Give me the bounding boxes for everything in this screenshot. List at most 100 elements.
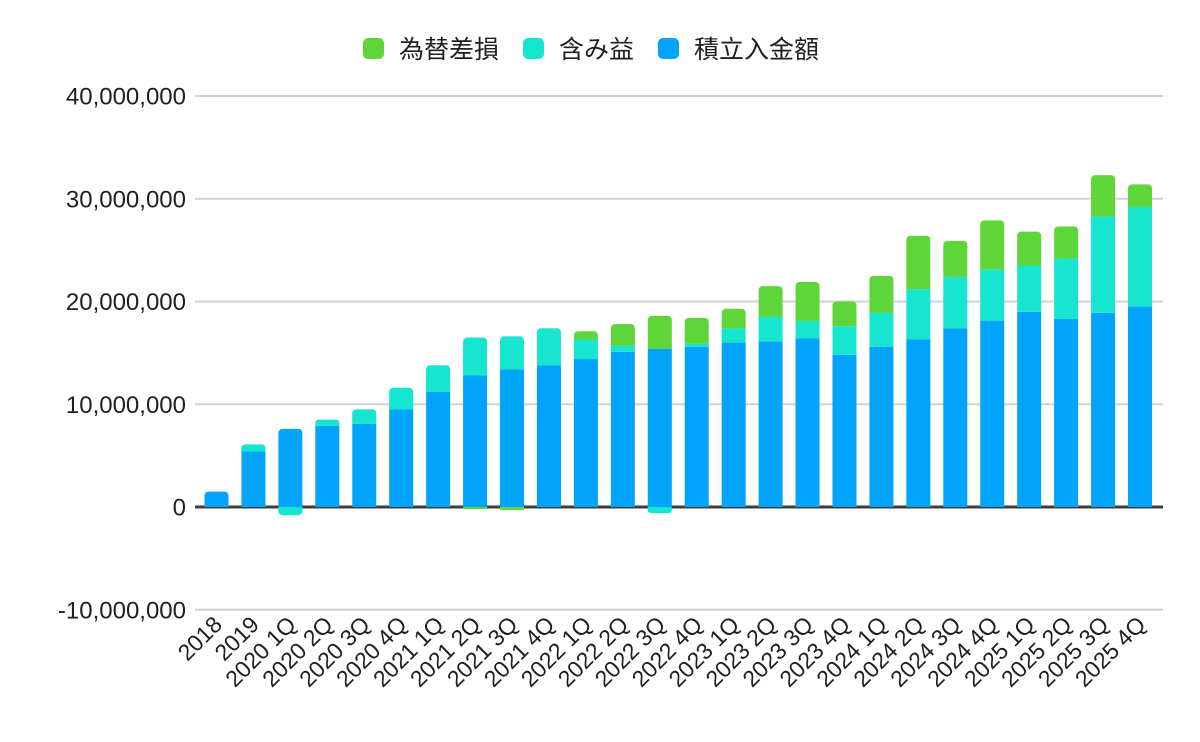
bar-segment xyxy=(1054,226,1079,259)
bar-segment-patch xyxy=(426,387,451,392)
bar-segment xyxy=(980,321,1005,507)
bar-segment-patch xyxy=(278,507,303,511)
bar-segment xyxy=(463,375,488,507)
y-axis-label: 40,000,000 xyxy=(66,84,186,111)
bar-segment-patch xyxy=(1128,202,1152,207)
legend-item-deposit-amount: 積立入金額 xyxy=(658,30,819,66)
bar-segment xyxy=(721,342,746,507)
bar-segment-patch xyxy=(795,317,820,322)
bar-segment xyxy=(869,312,894,347)
bar-segment xyxy=(832,326,857,355)
bar-segment xyxy=(1128,184,1152,207)
bar-segment-patch xyxy=(906,285,931,290)
bar-segment-patch xyxy=(352,419,377,424)
bar-segment xyxy=(795,338,820,507)
bar-segment xyxy=(610,345,635,352)
bar-segment xyxy=(684,317,709,344)
bar-segment xyxy=(389,409,414,507)
bar-segment-patch xyxy=(389,405,414,410)
bar-segment-patch xyxy=(500,365,525,370)
legend-item-fx-loss: 為替差損 xyxy=(363,30,499,66)
bar-segment xyxy=(684,343,709,347)
bar-segment xyxy=(278,428,303,507)
y-axis-label: 10,000,000 xyxy=(66,392,186,419)
y-axis-label: -10,000,000 xyxy=(58,597,186,624)
bar-segment-patch xyxy=(204,503,229,507)
bar-segment xyxy=(980,269,1005,322)
bar-segment xyxy=(500,336,525,370)
bar-segment xyxy=(1054,258,1079,319)
bar-segment xyxy=(980,220,1005,270)
bar-segment xyxy=(832,301,857,327)
bar-segment xyxy=(241,451,266,507)
bar-segment-patch xyxy=(684,339,709,344)
bar-segment-patch xyxy=(758,312,783,317)
bar-segment xyxy=(758,316,783,342)
bar-segment xyxy=(869,346,894,507)
bar-segment xyxy=(906,339,931,507)
legend-label-unrealized-gain: 含み益 xyxy=(559,36,635,64)
bar-segment xyxy=(315,425,340,507)
bar-segment xyxy=(536,365,561,507)
bar-segment-patch xyxy=(610,341,635,346)
bar-segment xyxy=(536,328,561,366)
legend-item-unrealized-gain: 含み益 xyxy=(523,30,634,66)
y-axis-label: 0 xyxy=(173,495,186,522)
bar-segment xyxy=(869,275,894,313)
bar-segment xyxy=(573,339,598,360)
bar-segment-patch xyxy=(573,335,598,340)
bar-segment xyxy=(1128,206,1152,307)
bar-segment xyxy=(647,315,672,349)
bar-segment xyxy=(684,346,709,507)
legend-swatch-fx-loss-icon xyxy=(363,37,384,59)
bar-segment xyxy=(352,423,377,507)
bar-segment xyxy=(426,391,451,507)
bar-segment xyxy=(1091,216,1116,313)
bar-segment-patch xyxy=(869,308,894,313)
bar-segment xyxy=(647,348,672,507)
bar-segment xyxy=(721,308,746,329)
bar-segment xyxy=(1128,306,1152,507)
bar-segment xyxy=(573,359,598,507)
legend-swatch-deposit-amount-icon xyxy=(658,37,680,59)
bar-segment xyxy=(463,337,488,376)
bar-segment xyxy=(610,324,635,346)
bar-segment-patch xyxy=(980,265,1005,270)
bar-segment-patch xyxy=(463,371,488,376)
bar-segment-patch xyxy=(1091,212,1116,217)
bar-segment-patch xyxy=(943,272,968,277)
y-axis-label: 20,000,000 xyxy=(66,289,186,316)
bar-segment-patch xyxy=(463,507,488,509)
bar-segment-patch xyxy=(647,344,672,349)
bar-segment xyxy=(943,240,968,277)
bar-segment xyxy=(426,365,451,392)
bar-segment xyxy=(795,321,820,339)
bar-segment-patch xyxy=(315,422,340,426)
bar-segment xyxy=(795,281,820,322)
bar-segment xyxy=(1017,231,1042,266)
bar-segment xyxy=(943,328,968,507)
bar-segment-patch xyxy=(721,324,746,329)
bar-segment-patch xyxy=(278,503,303,507)
bar-segment xyxy=(721,328,746,343)
legend-swatch-unrealized-gain-icon xyxy=(523,37,545,59)
bar-segment xyxy=(943,276,968,329)
chart-legend: 為替差損 含み益 積立入金額 xyxy=(363,30,819,66)
bar-segment-patch xyxy=(1017,261,1042,266)
bar-segment xyxy=(1017,265,1042,312)
bar-segment xyxy=(1091,175,1116,217)
bar-segment-patch xyxy=(832,322,857,327)
bar-segment xyxy=(1091,312,1116,507)
bar-segment-patch xyxy=(241,447,266,452)
bar-segment xyxy=(906,235,931,290)
bar-segment xyxy=(906,289,931,340)
y-axis-label: 30,000,000 xyxy=(66,186,186,213)
bar-segment-patch xyxy=(500,507,525,509)
legend-label-fx-loss: 為替差損 xyxy=(399,36,500,64)
bar-segment-patch xyxy=(536,361,561,366)
bar-segment-patch xyxy=(1054,254,1079,259)
bar-segment xyxy=(758,341,783,507)
bar-segment-patch xyxy=(647,507,672,511)
